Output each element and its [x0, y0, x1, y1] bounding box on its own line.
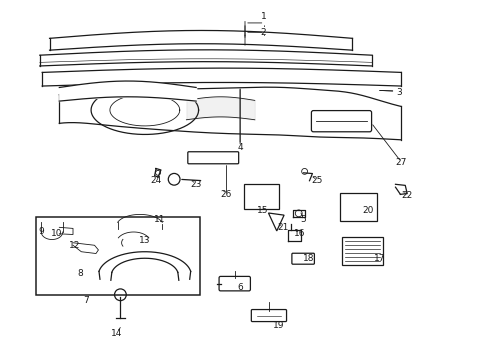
Text: 1: 1	[261, 12, 267, 21]
Text: 13: 13	[139, 237, 150, 246]
Text: 9: 9	[38, 228, 44, 237]
Text: 7: 7	[83, 296, 89, 305]
Text: 15: 15	[257, 206, 269, 215]
Text: 11: 11	[154, 215, 165, 224]
Text: 24: 24	[150, 176, 162, 185]
Text: 18: 18	[303, 255, 314, 264]
Bar	[36, 217, 199, 296]
Text: 22: 22	[402, 190, 413, 199]
Text: 5: 5	[301, 215, 307, 224]
Text: 2: 2	[261, 28, 267, 37]
Bar	[340, 193, 377, 221]
FancyBboxPatch shape	[312, 111, 371, 132]
Text: 4: 4	[237, 143, 243, 152]
Text: 6: 6	[237, 283, 243, 292]
Text: 23: 23	[191, 180, 202, 189]
Text: 8: 8	[77, 269, 83, 278]
FancyBboxPatch shape	[292, 253, 315, 264]
Text: 12: 12	[69, 241, 81, 250]
Text: 27: 27	[395, 158, 407, 167]
Text: 10: 10	[51, 229, 63, 238]
Text: 3: 3	[396, 87, 402, 96]
FancyBboxPatch shape	[251, 310, 287, 321]
Text: 21: 21	[277, 223, 289, 232]
FancyBboxPatch shape	[188, 152, 239, 164]
Text: 26: 26	[221, 190, 232, 199]
Polygon shape	[269, 213, 284, 231]
Text: 20: 20	[363, 206, 374, 215]
Bar	[342, 237, 383, 265]
Text: 17: 17	[373, 255, 385, 264]
Text: 25: 25	[312, 176, 323, 185]
FancyBboxPatch shape	[219, 276, 250, 291]
Polygon shape	[99, 252, 191, 279]
Text: 19: 19	[272, 321, 284, 330]
Text: 16: 16	[294, 229, 305, 238]
Text: 14: 14	[111, 329, 122, 338]
Bar	[244, 184, 279, 210]
